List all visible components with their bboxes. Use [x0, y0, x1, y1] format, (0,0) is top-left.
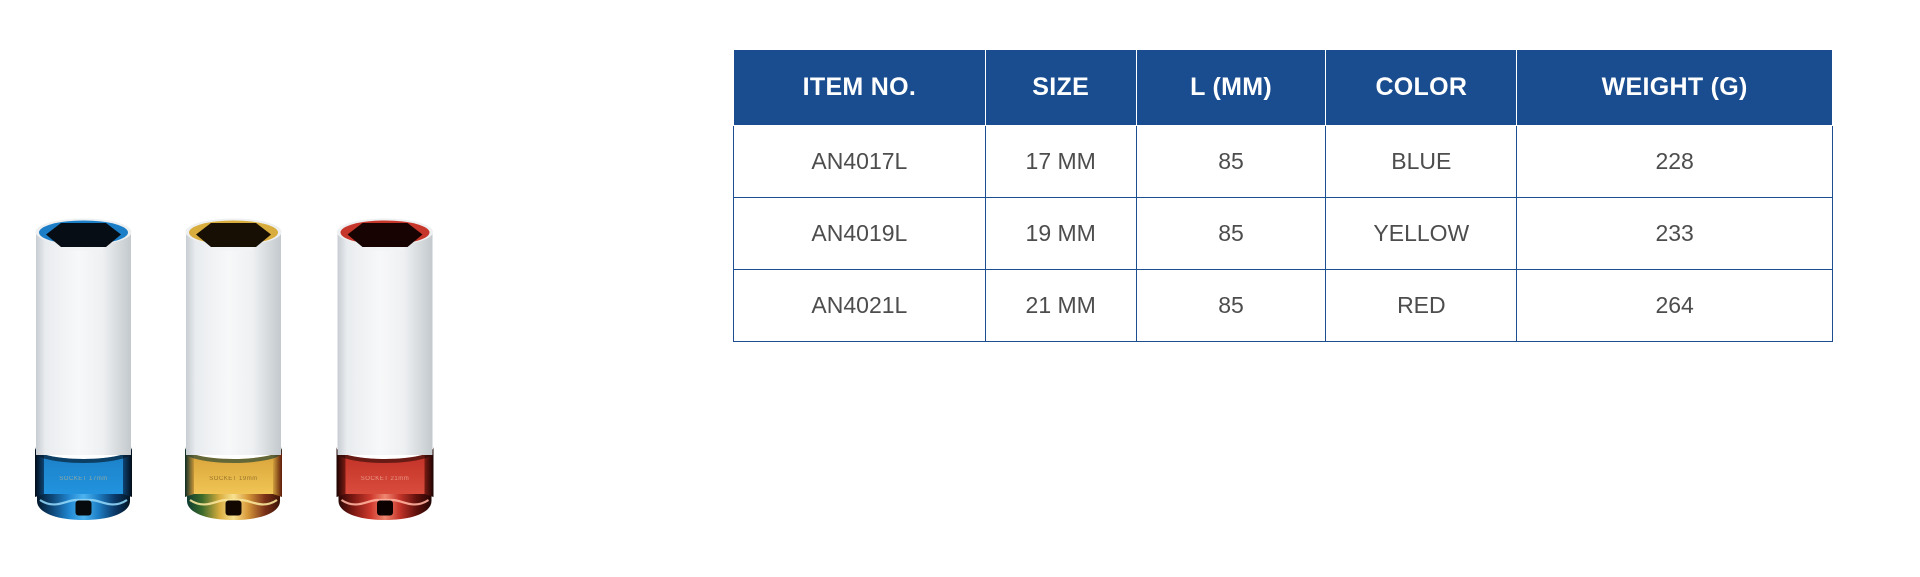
- svg-text:SOCKET 21mm: SOCKET 21mm: [361, 476, 409, 482]
- svg-text:SOCKET 17mm: SOCKET 17mm: [59, 476, 107, 482]
- svg-text:SOCKET 19mm: SOCKET 19mm: [209, 476, 257, 482]
